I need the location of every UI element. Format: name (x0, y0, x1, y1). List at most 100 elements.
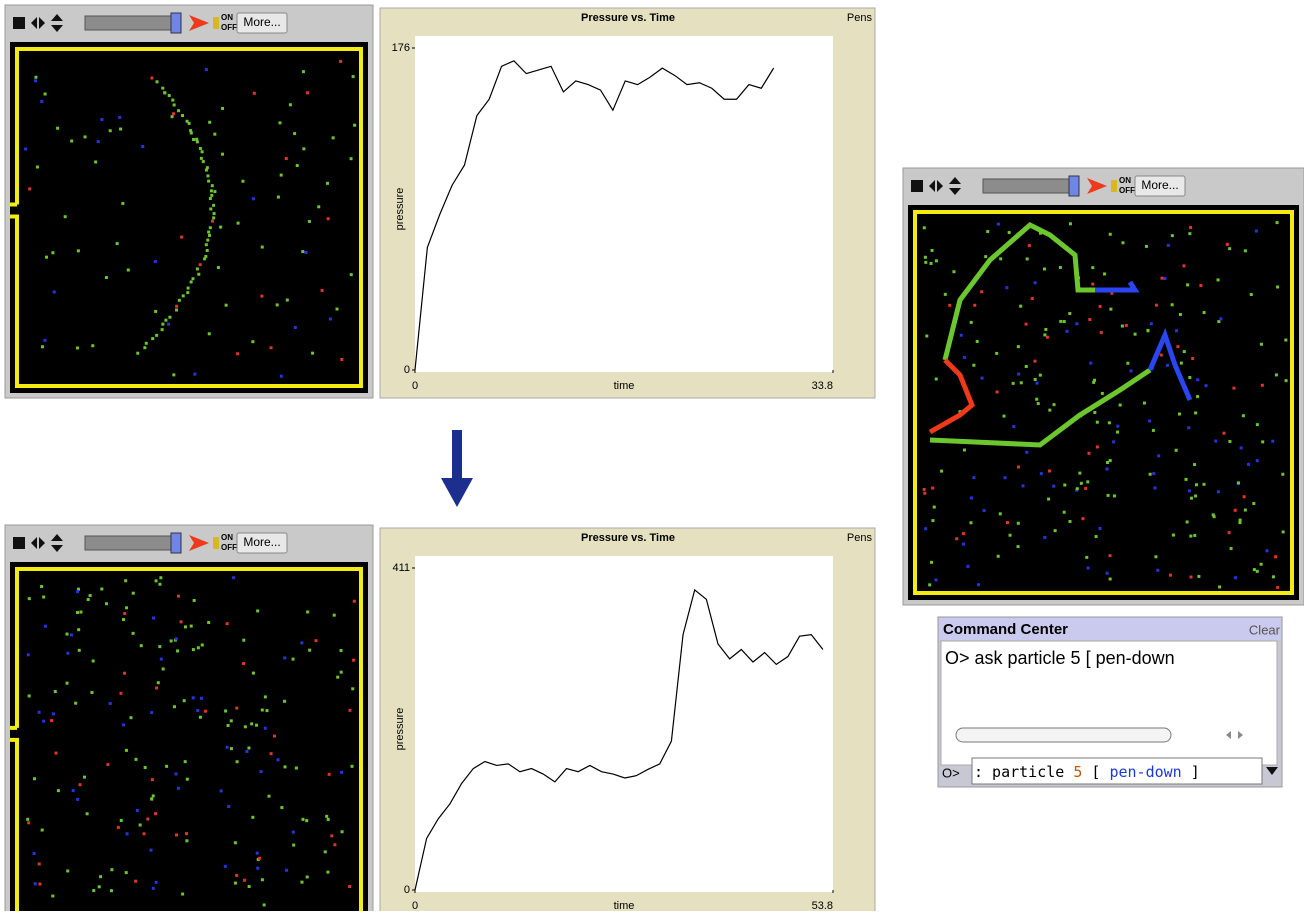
particle (168, 315, 172, 319)
more-label[interactable]: More... (243, 535, 280, 549)
particle (1095, 445, 1099, 449)
particle (1274, 373, 1278, 377)
cc-dropdown[interactable] (1266, 767, 1278, 775)
particle (963, 355, 967, 359)
particle (353, 123, 357, 127)
more-button[interactable] (236, 532, 288, 554)
particle (56, 789, 60, 793)
particle (176, 649, 180, 653)
particle (124, 579, 128, 583)
particle (982, 509, 986, 513)
y-tick-label: 0 (404, 884, 410, 896)
more-label[interactable]: More... (1141, 178, 1178, 192)
particle (123, 671, 127, 675)
particle (300, 641, 304, 645)
particle (1084, 486, 1088, 490)
particle (1091, 282, 1095, 286)
particle (269, 346, 273, 350)
toolbar-icon (51, 545, 63, 552)
particle (241, 179, 245, 183)
more-label[interactable]: More... (243, 15, 280, 29)
particle (349, 273, 353, 277)
particle (33, 79, 37, 83)
toolbar-icon (911, 180, 923, 192)
speed-slider[interactable] (84, 15, 178, 31)
pens-button[interactable]: Pens (847, 532, 873, 544)
slider-thumb[interactable] (1068, 175, 1080, 197)
speed-slider[interactable] (84, 535, 178, 551)
particle (1068, 222, 1072, 226)
particle (40, 828, 44, 832)
particle (243, 878, 247, 882)
particle (86, 598, 90, 602)
particle (88, 594, 92, 598)
slider-thumb[interactable] (170, 12, 182, 34)
particle (76, 587, 80, 591)
particle (986, 230, 990, 234)
particle (1089, 361, 1093, 365)
more-button[interactable] (236, 12, 288, 34)
particle (177, 109, 181, 113)
particle (49, 719, 53, 723)
particle (339, 670, 343, 674)
particle (1005, 286, 1009, 290)
particle (1149, 322, 1153, 326)
particle (1030, 297, 1034, 301)
particle (1202, 311, 1206, 315)
particle (1108, 232, 1112, 236)
particle (1174, 448, 1178, 452)
particle (1265, 549, 1269, 553)
particle (1229, 547, 1233, 551)
cc-input[interactable] (971, 757, 1263, 785)
particle (1168, 573, 1172, 577)
speed-slider[interactable] (982, 178, 1076, 194)
slider-thumb[interactable] (170, 532, 182, 554)
plot-title: Pressure vs. Time (581, 12, 675, 24)
particle (1281, 472, 1285, 476)
particle (183, 625, 187, 629)
particle (1182, 350, 1186, 354)
particle (1194, 411, 1198, 415)
cc-scrollbar[interactable] (955, 727, 1172, 743)
particle (204, 168, 208, 172)
switch-off: OFF (221, 23, 237, 32)
particle (1185, 520, 1189, 524)
particle (1193, 533, 1197, 537)
particle (962, 448, 966, 452)
cc-clear[interactable]: Clear (1249, 622, 1281, 637)
particle (1274, 555, 1278, 559)
particle (1108, 459, 1112, 463)
particle (1191, 357, 1195, 361)
particle (172, 705, 176, 709)
particle (225, 745, 229, 749)
particle (207, 230, 211, 234)
particle (1105, 571, 1109, 575)
particle (150, 711, 154, 715)
particle (1038, 231, 1042, 235)
particle (151, 337, 155, 341)
pen-trace (929, 367, 1152, 448)
pens-button[interactable]: Pens (847, 12, 873, 24)
particle (291, 830, 295, 834)
particle (216, 266, 220, 270)
scroll-left[interactable] (1226, 731, 1231, 739)
particle (75, 346, 79, 350)
particle (191, 648, 195, 652)
scroll-right[interactable] (1238, 731, 1243, 739)
particle (272, 734, 276, 738)
y-tick-label: 0 (404, 364, 410, 376)
particle (969, 320, 973, 324)
particle (1260, 383, 1264, 387)
particle (314, 639, 318, 643)
particle (161, 86, 165, 90)
particle (349, 157, 353, 161)
particle (233, 881, 237, 885)
particle (186, 291, 190, 295)
particle (201, 160, 205, 164)
particle (340, 770, 344, 774)
particle (1153, 486, 1157, 490)
more-button[interactable] (1134, 175, 1186, 197)
particle (1216, 278, 1220, 282)
particle (1187, 426, 1191, 430)
particle (1075, 487, 1079, 491)
